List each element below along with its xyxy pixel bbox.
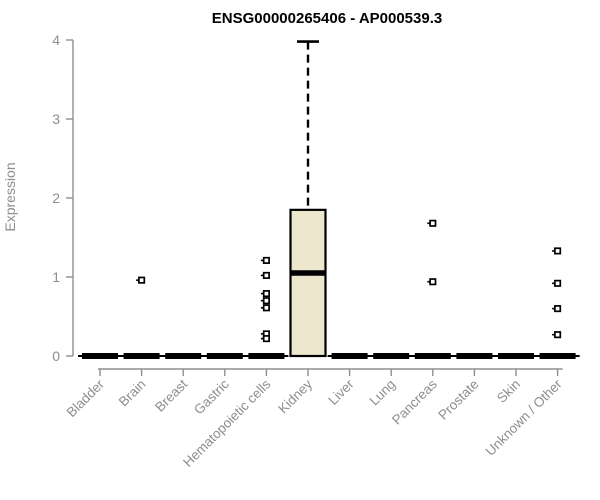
x-tick-label: Unknown / Other — [482, 376, 565, 459]
x-tick-label: Breast — [152, 376, 190, 414]
outlier-point — [262, 290, 270, 298]
x-tick-label: Liver — [325, 376, 357, 408]
outlier-point — [262, 335, 270, 343]
y-tick-label: 1 — [52, 269, 60, 285]
collapsed-median-bar — [82, 353, 118, 359]
outlier-point — [262, 256, 270, 264]
chart-title: ENSG00000265406 - AP000539.3 — [212, 10, 442, 27]
outlier-point — [554, 247, 562, 255]
collapsed-median-bar — [206, 353, 243, 359]
y-tick-label: 0 — [52, 348, 60, 364]
y-axis-label: Expression — [2, 162, 18, 231]
collapsed-median-bar — [539, 353, 576, 359]
outlier-point — [138, 276, 146, 284]
box-group — [369, 353, 414, 359]
box-group — [119, 276, 164, 359]
outlier-point — [429, 219, 437, 227]
x-tick-label: Skin — [494, 377, 523, 406]
collapsed-median-bar — [456, 353, 493, 359]
collapsed-median-bar — [414, 353, 451, 359]
collapsed-median-bar — [373, 353, 410, 359]
collapsed-median-bar — [498, 353, 534, 359]
box-group — [494, 353, 538, 359]
box-group — [78, 353, 122, 359]
box-group — [452, 353, 497, 359]
x-tick-label: Prostate — [435, 377, 481, 423]
collapsed-median-bar — [165, 353, 202, 359]
x-tick-label: Bladder — [64, 376, 108, 420]
collapsed-median-bar — [248, 353, 285, 359]
x-tick-label: Lung — [366, 377, 398, 409]
y-tick-label: 2 — [52, 190, 60, 206]
outlier-point — [554, 305, 562, 313]
box-group — [244, 256, 289, 359]
outlier-point — [262, 304, 270, 312]
box-body — [289, 208, 327, 358]
outlier-point — [554, 331, 562, 339]
box-group — [410, 219, 455, 359]
box-group — [202, 353, 247, 359]
y-tick-label: 4 — [52, 32, 60, 48]
box-group — [535, 247, 580, 359]
x-tick-label: Gastric — [191, 376, 232, 417]
collapsed-median-bar — [331, 353, 368, 359]
outlier-point — [554, 279, 562, 287]
outlier-point — [429, 278, 437, 286]
box-group — [327, 353, 372, 359]
outlier-point — [262, 271, 270, 279]
box-group — [161, 353, 206, 359]
x-tick-label: Kidney — [275, 376, 315, 416]
x-tick-label: Brain — [116, 377, 149, 410]
x-tick-label: Pancreas — [389, 376, 440, 427]
collapsed-median-bar — [123, 353, 160, 359]
plot-group — [78, 40, 580, 359]
y-tick-label: 3 — [52, 111, 60, 127]
outlier-point — [262, 297, 270, 305]
box-group — [289, 40, 327, 358]
